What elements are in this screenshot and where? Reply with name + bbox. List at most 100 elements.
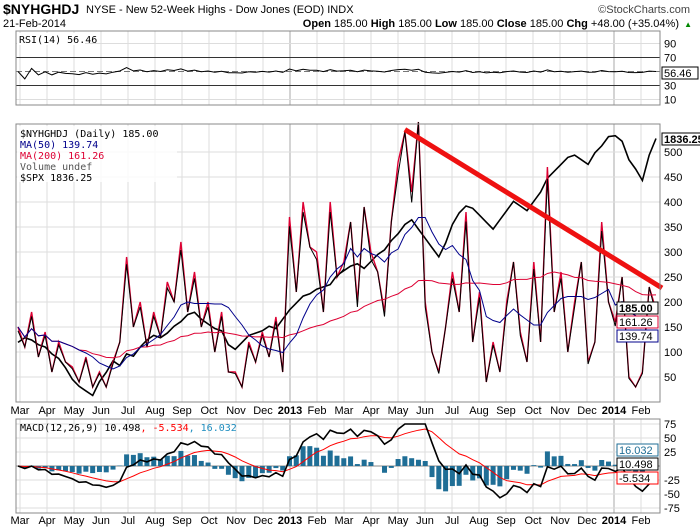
macd-histogram-bar xyxy=(327,450,333,466)
close-value-tag: 185.00 xyxy=(616,301,659,315)
rsi-legend: RSI(14) 56.46 xyxy=(19,35,97,46)
macd-value-tag: 10.498 xyxy=(616,457,659,471)
macd-y-tick: -50 xyxy=(664,489,680,501)
ma50-value-tag-text: 139.74 xyxy=(619,331,653,343)
chg-value: +48.00 (+35.04%) xyxy=(591,18,679,30)
macd-histogram-bar xyxy=(531,465,537,466)
x-tick-label: Nov xyxy=(550,405,570,417)
macd-histogram-bar xyxy=(565,463,571,466)
x-tick-label: Dec xyxy=(253,515,273,527)
macd-histogram-bar xyxy=(219,466,225,469)
macd-histogram-bar xyxy=(578,460,584,466)
price-y-tick: 50 xyxy=(664,372,676,384)
x-tick-label: May xyxy=(388,405,409,417)
close-label: Close xyxy=(497,18,527,30)
high-value: 185.00 xyxy=(398,18,432,30)
macd-histogram-bar xyxy=(69,466,75,473)
macd-histogram-bar xyxy=(246,466,252,478)
macd-histogram-bar xyxy=(300,446,306,466)
chg-label: Chg xyxy=(566,18,587,30)
macd-histogram-bar xyxy=(56,466,62,471)
hist-value-tag: 16.032 xyxy=(616,443,659,457)
series-layer xyxy=(17,67,664,499)
price-panel-frame xyxy=(15,123,661,403)
x-tick-label: Dec xyxy=(577,405,597,417)
x-tick-label: Jul xyxy=(121,405,135,417)
macd-histogram-bar xyxy=(382,466,388,473)
macd-histogram-bar xyxy=(388,466,394,468)
low-value: 185.00 xyxy=(460,18,494,30)
macd-legend: MACD(12,26,9) 10.498, -5.534, 16.032 xyxy=(20,423,237,434)
ma50-value-tag: 139.74 xyxy=(616,329,659,343)
macd-histogram-bar xyxy=(633,466,639,477)
x-tick-label: Nov xyxy=(226,405,246,417)
macd-histogram-bar xyxy=(368,462,374,466)
rsi-y-tick: 10 xyxy=(664,95,676,107)
macd-histogram-bar xyxy=(592,466,598,471)
price-y-tick: 350 xyxy=(664,222,682,234)
x-tick-label: Sep xyxy=(172,515,192,527)
macd-histogram-bar xyxy=(463,466,469,475)
x-tick-label: 2013 xyxy=(278,515,302,527)
x-tick-label: Apr xyxy=(362,515,379,527)
rsi-legend-bg xyxy=(17,33,85,45)
legend-ma50: MA(50) 139.74 xyxy=(20,140,98,151)
legend-spx: $SPX 1836.25 xyxy=(20,173,92,184)
macd-histogram-bar xyxy=(76,466,82,474)
high-label: High xyxy=(371,18,396,30)
macd-histogram-bar xyxy=(449,466,455,487)
macd-histogram-bar xyxy=(538,466,544,468)
price-y-tick: 300 xyxy=(664,247,682,259)
macd-histogram-bar xyxy=(551,456,557,466)
macd-y-tick: 75 xyxy=(664,419,676,431)
price-y-tick: 200 xyxy=(664,297,682,309)
x-tick-label: Feb xyxy=(632,405,651,417)
macd-histogram-bar xyxy=(585,466,591,468)
x-tick-label: Jun xyxy=(92,515,110,527)
x-tick-label: Apr xyxy=(38,405,55,417)
macd-histogram-bar xyxy=(158,459,164,466)
macd-legend-macd: 10.498 xyxy=(104,423,140,434)
x-tick-label: 2014 xyxy=(602,405,627,417)
macd-histogram-bar xyxy=(63,466,69,472)
macd-line xyxy=(17,423,657,499)
macd-histogram-bar xyxy=(497,466,503,487)
open-label: Open xyxy=(303,18,331,30)
price-y-tick: 400 xyxy=(664,197,682,209)
rsi-value-tag-text: 56.46 xyxy=(664,68,692,80)
macd-histogram-bar xyxy=(605,461,611,466)
macd-histogram-bar xyxy=(429,466,435,478)
macd-histogram-bar xyxy=(361,459,367,466)
macd-histogram-bar xyxy=(456,466,462,486)
x-tick-label: Mar xyxy=(335,515,354,527)
macd-legend-signal: -5.534 xyxy=(152,423,188,434)
macd-histogram-bar xyxy=(185,455,191,466)
x-tick-label: Mar xyxy=(335,405,354,417)
macd-histogram-bar xyxy=(354,464,360,466)
macd-histogram-bar xyxy=(348,456,354,466)
x-tick-label: Jun xyxy=(416,515,434,527)
macd-histogram-bar xyxy=(341,458,347,466)
x-tick-label: Sep xyxy=(172,405,192,417)
x-tick-label: Feb xyxy=(632,515,651,527)
macd-histogram-bar xyxy=(544,451,550,466)
x-tick-label: Apr xyxy=(38,515,55,527)
ohlc-summary: Open 185.00 High 185.00 Low 185.00 Close… xyxy=(303,18,679,30)
macd-histogram-bar xyxy=(273,466,279,469)
macd-histogram-bar xyxy=(253,466,259,478)
x-tick-label: Oct xyxy=(524,515,541,527)
macd-histogram-bar xyxy=(443,466,449,492)
macd-histogram-bar xyxy=(191,455,197,466)
price-y-tick: 500 xyxy=(664,147,682,159)
macd-histogram-bar xyxy=(320,455,326,466)
symbol-title: $NYHGHDJ xyxy=(3,1,79,17)
macd-y-tick: 50 xyxy=(664,433,676,445)
nyhghdj-price-line xyxy=(17,121,657,389)
macd-histogram-bar xyxy=(266,466,272,473)
macd-histogram-bar xyxy=(483,466,489,486)
x-tick-label: 2013 xyxy=(278,405,302,417)
x-tick-label: Jun xyxy=(416,405,434,417)
price-y-tick: 250 xyxy=(664,272,682,284)
macd-histogram-bar xyxy=(205,462,211,466)
macd-histogram-bar xyxy=(212,466,218,469)
